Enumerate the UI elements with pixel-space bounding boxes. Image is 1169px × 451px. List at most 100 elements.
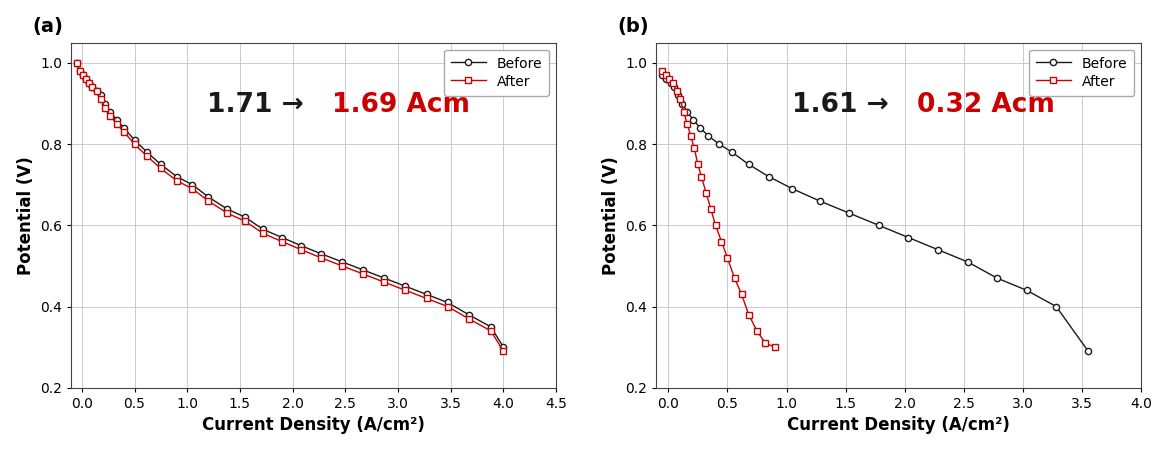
After: [687, 146, 701, 151]
Before: [154, 162, 168, 167]
Before: [667, 85, 682, 90]
Text: (a): (a): [33, 17, 63, 36]
Before: [103, 109, 117, 115]
Before: [295, 243, 309, 249]
After: [98, 105, 112, 110]
Before: [484, 324, 498, 330]
After: [420, 296, 434, 301]
After: [79, 77, 94, 82]
Before: [990, 276, 1004, 281]
After: [110, 121, 124, 127]
After: [708, 223, 722, 228]
Before: [336, 259, 350, 265]
Before: [69, 60, 83, 65]
X-axis label: Current Density (A/cm²): Current Density (A/cm²): [788, 416, 1010, 434]
Before: [701, 133, 715, 139]
After: [720, 255, 734, 261]
Before: [762, 174, 776, 179]
After: [186, 186, 200, 192]
Before: [786, 186, 800, 192]
Before: [680, 109, 694, 115]
Before: [314, 251, 328, 257]
Before: [98, 101, 112, 106]
Before: [931, 247, 945, 253]
Before: [812, 198, 826, 204]
Before: [712, 142, 726, 147]
After: [441, 304, 455, 309]
Before: [85, 85, 99, 90]
Before: [1019, 288, 1033, 293]
Legend: Before, After: Before, After: [1029, 50, 1134, 96]
Text: -2: -2: [1079, 75, 1099, 93]
Y-axis label: Potential (V): Potential (V): [602, 156, 620, 275]
Text: 1.69 Acm: 1.69 Acm: [332, 92, 470, 118]
After: [154, 166, 168, 171]
Line: Before: Before: [659, 72, 1092, 354]
Before: [725, 150, 739, 155]
After: [680, 121, 694, 127]
Before: [1081, 349, 1095, 354]
After: [85, 85, 99, 90]
Before: [72, 69, 87, 74]
After: [462, 316, 476, 322]
After: [170, 178, 184, 184]
Before: [170, 174, 184, 179]
After: [484, 328, 498, 334]
Before: [82, 81, 96, 86]
After: [694, 174, 708, 179]
Text: 0.32 Acm: 0.32 Acm: [916, 92, 1054, 118]
Before: [441, 300, 455, 305]
Before: [676, 101, 690, 106]
Before: [110, 117, 124, 123]
Before: [186, 182, 200, 188]
After: [140, 154, 154, 159]
Before: [686, 117, 700, 123]
Before: [671, 93, 685, 98]
After: [659, 73, 673, 78]
Text: (b): (b): [617, 17, 649, 36]
Before: [693, 125, 707, 131]
After: [677, 109, 691, 115]
Before: [238, 215, 253, 220]
Before: [256, 227, 270, 232]
After: [94, 97, 108, 102]
Before: [140, 150, 154, 155]
After: [76, 73, 90, 78]
After: [741, 312, 755, 318]
After: [399, 288, 413, 293]
After: [357, 272, 371, 277]
Before: [357, 267, 371, 273]
Before: [497, 345, 511, 350]
After: [684, 133, 698, 139]
Before: [1050, 304, 1064, 309]
After: [336, 263, 350, 269]
After: [220, 211, 234, 216]
Before: [220, 207, 234, 212]
After: [714, 239, 728, 244]
After: [759, 341, 773, 346]
Y-axis label: Potential (V): Potential (V): [16, 156, 35, 275]
Before: [664, 81, 678, 86]
Before: [79, 77, 94, 82]
Before: [399, 284, 413, 289]
After: [663, 77, 677, 82]
Before: [76, 73, 90, 78]
After: [82, 81, 96, 86]
After: [497, 349, 511, 354]
After: [117, 129, 131, 135]
After: [768, 345, 782, 350]
Before: [872, 223, 886, 228]
After: [656, 69, 670, 74]
Before: [378, 276, 392, 281]
After: [201, 198, 215, 204]
Before: [741, 162, 755, 167]
Text: 1.71 →: 1.71 →: [207, 92, 313, 118]
Before: [420, 292, 434, 297]
X-axis label: Current Density (A/cm²): Current Density (A/cm²): [202, 416, 426, 434]
After: [691, 162, 705, 167]
Before: [201, 194, 215, 200]
Before: [462, 312, 476, 318]
After: [699, 190, 713, 196]
After: [69, 60, 83, 65]
Before: [117, 125, 131, 131]
